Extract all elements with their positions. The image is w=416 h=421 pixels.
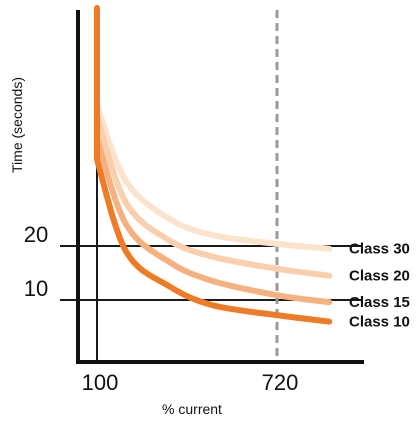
series-label-class-15: Class 15 <box>349 294 410 311</box>
series-curve-class-10 <box>94 5 333 325</box>
series-label-class-20: Class 20 <box>349 268 410 285</box>
x-axis-title: % current <box>162 401 222 417</box>
x-tick-label: 100 <box>82 370 119 395</box>
y-tick-label: 10 <box>24 276 48 301</box>
x-tick-label: 720 <box>262 370 299 395</box>
series-curve-class-20 <box>94 5 333 279</box>
series-curve-class-15 <box>94 5 333 306</box>
series-label-class-10: Class 10 <box>349 314 410 331</box>
y-axis-title: Time (seconds) <box>9 77 25 173</box>
series-curve-class-30 <box>94 5 333 252</box>
y-tick-label: 20 <box>24 222 48 247</box>
series-label-class-30: Class 30 <box>349 241 410 258</box>
